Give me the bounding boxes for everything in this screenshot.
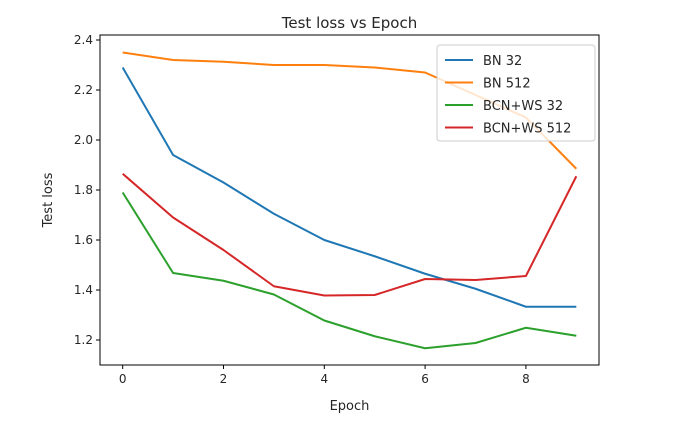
legend-label: BN 512 [483, 77, 531, 92]
y-tick-label: 2.2 [74, 83, 93, 97]
y-axis-label: Test loss [41, 172, 56, 228]
legend-label: BCN+WS 512 [483, 122, 571, 137]
x-tick-label: 2 [220, 372, 228, 386]
y-tick-label: 1.8 [74, 183, 93, 197]
legend: BN 32 BN 512 BCN+WS 32 BCN+WS 512 [436, 44, 596, 142]
series-line-bcn-ws-32 [121, 191, 577, 350]
y-tick-label: 2.4 [74, 33, 93, 47]
x-tick-label: 6 [421, 372, 429, 386]
legend-label: BN 32 [483, 54, 522, 69]
y-tick-label: 2.0 [74, 133, 93, 147]
x-tick-label: 4 [320, 372, 328, 386]
y-axis: 1.2 1.4 1.6 1.8 2.0 2.2 2.4 [74, 33, 100, 347]
x-tick-label: 0 [119, 372, 127, 386]
y-tick-label: 1.4 [74, 283, 93, 297]
series-lines [121, 51, 578, 350]
y-tick-label: 1.2 [74, 333, 93, 347]
legend-box [436, 44, 596, 142]
x-tick-label: 8 [522, 372, 530, 386]
series-line-bn-32 [121, 67, 577, 308]
chart-title: Test loss vs Epoch [281, 14, 417, 32]
series-line-bcn-ws-512 [122, 172, 578, 297]
legend-label: BCN+WS 32 [483, 99, 563, 114]
x-axis-label: Epoch [330, 399, 370, 414]
x-axis: 0 2 4 6 8 [119, 365, 530, 386]
y-tick-label: 1.6 [74, 233, 93, 247]
